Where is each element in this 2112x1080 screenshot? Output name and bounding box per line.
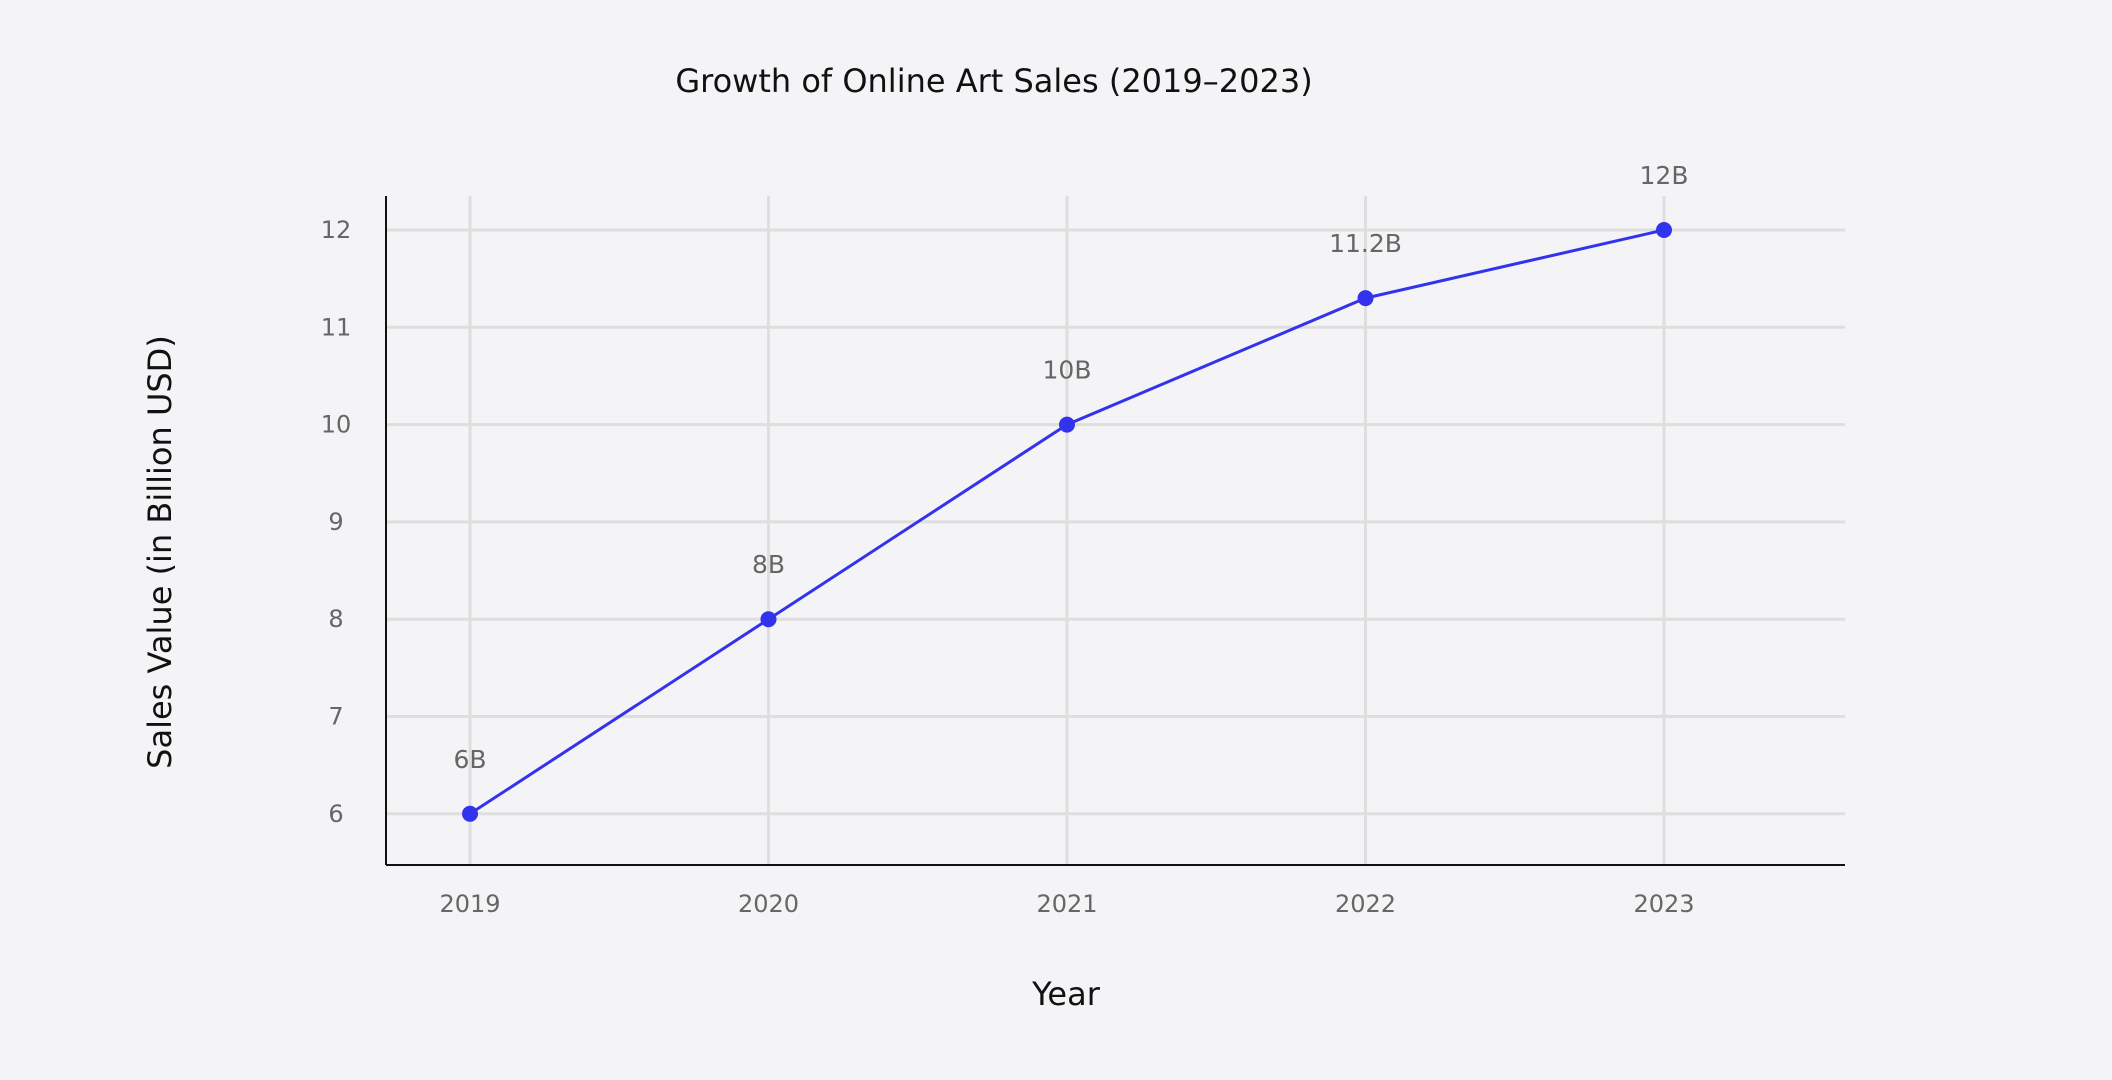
data-label: 11.2B [1329,229,1402,258]
data-label: 6B [453,745,486,774]
x-tick-label: 2021 [1036,890,1097,918]
x-tick-label: 2023 [1633,890,1694,918]
data-label: 8B [752,550,785,579]
y-tick-label: 7 [328,703,343,731]
x-tick-label: 2022 [1335,890,1396,918]
y-tick-label: 10 [321,411,352,439]
data-label: 10B [1043,356,1092,385]
x-tick-label: 2020 [738,890,799,918]
chart-title: Growth of Online Art Sales (2019–2023) [675,62,1313,100]
data-point [1059,416,1075,433]
data-point [760,611,777,628]
y-tick-label: 9 [328,508,343,536]
y-tick-label: 8 [328,605,343,633]
data-point [1357,290,1374,307]
y-tick-label: 12 [321,216,352,244]
y-tick-label: 11 [321,313,352,341]
data-point [1656,222,1672,238]
y-tick-label: 6 [328,800,343,828]
x-tick-label: 2019 [439,890,500,918]
x-axis-label: Year [1032,975,1100,1013]
data-point [462,805,478,822]
data-label: 12B [1640,161,1689,190]
